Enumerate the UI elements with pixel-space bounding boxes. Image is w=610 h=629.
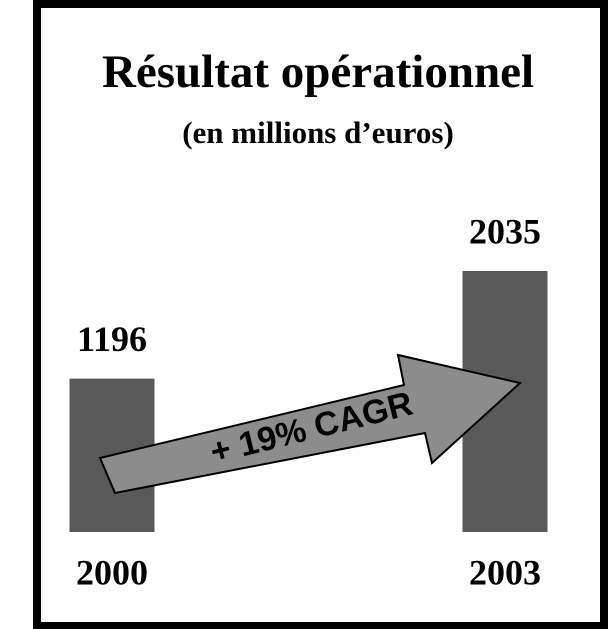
cagr-arrow <box>98 353 523 495</box>
value-label: 2035 <box>469 211 541 251</box>
chart-title: Résultat opérationnel <box>102 46 534 98</box>
chart-subtitle: (en millions d’euros) <box>182 115 454 150</box>
value-label: 1196 <box>77 319 147 359</box>
category-label: 2000 <box>76 552 148 592</box>
category-label: 2003 <box>469 552 541 592</box>
